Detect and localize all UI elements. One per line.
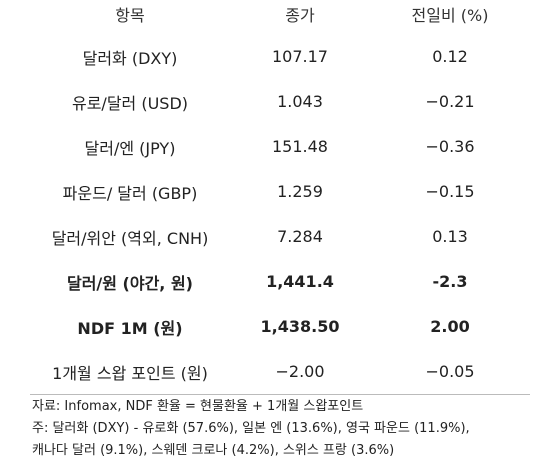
table-cell: −2.00 <box>275 362 325 381</box>
table-cell: 7.284 <box>277 227 323 246</box>
table-cell: 2.00 <box>430 317 470 336</box>
header-cell: 종가 <box>285 6 315 25</box>
table-cell: 1,438.50 <box>260 317 340 336</box>
table-cell: 달러/엔 (JPY) <box>84 138 176 158</box>
table-cell: 파운드/ 달러 (GBP) <box>62 183 198 203</box>
table-cell: 달러화 (DXY) <box>82 48 178 68</box>
table-cell: 달러/원 (야간, 원) <box>66 273 193 293</box>
header-cell: 전일비 (%) <box>411 6 489 25</box>
table-cell: NDF 1M (원) <box>77 318 183 338</box>
table-cell: 1개월 스왑 포인트 (원) <box>52 363 208 383</box>
table-cell: -2.3 <box>432 272 468 291</box>
table-cell: −0.15 <box>425 182 475 201</box>
table-cell: 달러/위안 (역외, CNH) <box>51 228 209 248</box>
header-cell: 항목 <box>115 6 145 25</box>
table-row: 달러화 (DXY) 107.17 0.12 <box>30 34 530 79</box>
table-cell: 151.48 <box>272 137 328 156</box>
table-row: NDF 1M (원) 1,438.50 2.00 <box>30 304 530 349</box>
table-cell: −0.36 <box>425 137 475 156</box>
table-row: 1개월 스왑 포인트 (원) −2.00 −0.05 <box>30 349 530 395</box>
table-row: 파운드/ 달러 (GBP) 1.259 −0.15 <box>30 169 530 214</box>
note-line: 자료: Infomax, NDF 환율 = 현물환율 + 1개월 스왑포인트 <box>32 399 364 414</box>
table-cell: 유로/달러 (USD) <box>71 93 189 113</box>
table-cell: 107.17 <box>272 47 328 66</box>
table-row: 달러/위안 (역외, CNH) 7.284 0.13 <box>30 214 530 259</box>
note-line: 캐나다 달러 (9.1%), 스웨덴 크로나 (4.2%), 스위스 프랑 (3… <box>32 443 395 458</box>
table-cell: 0.12 <box>432 47 468 66</box>
note-line: 주: 달러화 (DXY) - 유로화 (57.6%), 일본 엔 (13.6%)… <box>32 421 470 436</box>
table-body: 달러화 (DXY) 107.17 0.12 유로/달러 (USD) 1.043 −0.21… <box>30 34 530 395</box>
table-row: 유로/달러 (USD) 1.043 −0.21 <box>30 79 530 124</box>
table-cell: 1.043 <box>277 92 323 111</box>
table-row: 달러/원 (야간, 원) 1,441.4 -2.3 <box>30 259 530 304</box>
table-cell: −0.21 <box>425 92 475 111</box>
fx-table: 항목 종가 전일비 (%) 달러화 (DXY) 107.17 0.12 유로/달러 (US… <box>30 0 530 395</box>
table-cell: 0.13 <box>432 227 468 246</box>
table-row: 달러/엔 (JPY) 151.48 −0.36 <box>30 124 530 169</box>
table-cell: −0.05 <box>425 362 475 381</box>
header-row: 항목 종가 전일비 (%) <box>30 0 530 34</box>
table-cell: 1,441.4 <box>266 272 334 291</box>
table-cell: 1.259 <box>277 182 323 201</box>
